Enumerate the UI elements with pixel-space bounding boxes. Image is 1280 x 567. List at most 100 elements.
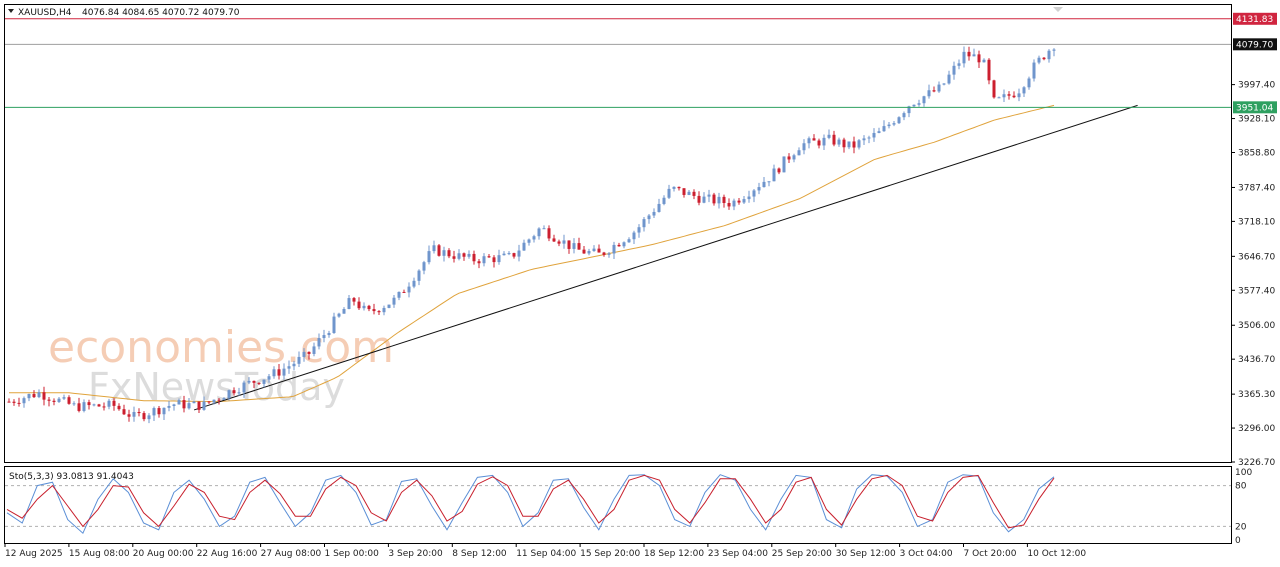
bear-candle [697,195,701,203]
bull-candle [212,399,216,403]
bull-candle [272,369,276,377]
bear-candle [7,401,11,403]
bull-candle [752,190,756,197]
bear-candle [102,406,106,408]
bull-candle [872,132,876,138]
stoch-d-line [6,474,1055,529]
x-tick-label: 30 Sep 12:00 [836,549,896,559]
bull-candle [807,138,811,144]
bull-candle [562,240,566,244]
bear-candle [582,249,586,254]
bull-candle [62,397,66,399]
bull-candle [657,203,661,212]
bull-candle [162,407,166,415]
bull-candle [262,379,266,384]
bull-candle [132,412,136,417]
bear-candle [557,241,561,244]
bull-candle [702,196,706,203]
bull-candle [767,181,771,183]
price-tag-label: 3951.04 [1236,103,1273,113]
bull-candle [947,74,951,84]
x-tick-label: 15 Aug 08:00 [69,549,130,559]
bull-candle [687,191,691,195]
bear-candle [477,261,481,264]
bull-candle [397,291,401,298]
bull-candle [877,131,881,133]
bull-candle [302,351,306,357]
bear-candle [252,380,256,383]
stoch-level-label: 80 [1235,482,1247,492]
bear-candle [437,245,441,256]
bull-candle [387,304,391,308]
bull-candle [867,137,871,139]
bull-candle [937,84,941,92]
bear-candle [372,309,376,312]
x-tick-label: 27 Aug 08:00 [261,549,322,559]
scroll-marker-icon[interactable] [1053,7,1063,12]
bull-candle [407,286,411,293]
bull-candle [952,65,956,75]
bear-candle [547,228,551,239]
bull-candle [202,401,206,410]
bull-candle [317,338,321,347]
bull-candle [502,253,506,256]
y-tick-label: 3997.40 [1238,81,1275,91]
bull-candle [1037,57,1041,63]
bull-candle [762,181,766,188]
bull-candle [522,242,526,251]
bear-candle [452,256,456,259]
bull-candle [147,415,151,420]
bull-candle [82,402,86,411]
bear-candle [552,238,556,242]
bear-candle [1012,95,1016,98]
bear-candle [777,168,781,173]
bull-candle [57,398,61,402]
bull-candle [897,117,901,124]
bear-candle [967,51,971,57]
bull-candle [742,199,746,203]
bear-candle [47,399,51,401]
bull-candle [827,134,831,138]
bull-candle [482,256,486,264]
bull-candle [882,126,886,132]
bear-candle [852,141,856,148]
bull-candle [222,398,226,400]
dropdown-arrow-icon[interactable] [8,9,14,13]
y-tick-label: 3226.70 [1238,458,1275,468]
bull-candle [612,244,616,254]
x-tick-label: 12 Aug 2025 [5,549,63,559]
bull-candle [532,236,536,240]
x-tick-label: 8 Sep 12:00 [452,549,507,559]
bull-candle [707,194,711,197]
bear-candle [842,139,846,148]
bear-candle [157,408,161,415]
bull-candle [792,155,796,160]
y-tick-label: 3365.30 [1238,390,1275,400]
bull-candle [942,83,946,85]
bull-candle [662,197,666,204]
x-tick-label: 15 Sep 20:00 [580,549,640,559]
bull-candle [227,390,231,399]
bull-candle [282,368,286,376]
bear-candle [462,253,466,257]
bull-candle [632,232,636,240]
bull-candle [347,298,351,310]
bull-candle [732,200,736,207]
price-tag-4079.70 [1233,38,1277,51]
bull-candle [957,63,961,66]
bull-candle [542,228,546,230]
y-tick-label: 3646.70 [1238,252,1275,262]
bull-candle [177,400,181,405]
bull-candle [912,104,916,107]
bull-candle [172,404,176,406]
bull-candle [862,138,866,141]
price-tag-4131.83 [1233,12,1277,25]
bull-candle [962,51,966,64]
bull-candle [337,313,341,317]
price-tag-3951.04 [1233,101,1277,114]
bull-candle [652,211,656,216]
bear-candle [127,414,131,417]
bull-candle [1047,50,1051,60]
y-tick-label: 3858.80 [1238,148,1275,158]
bear-candle [1042,57,1046,60]
